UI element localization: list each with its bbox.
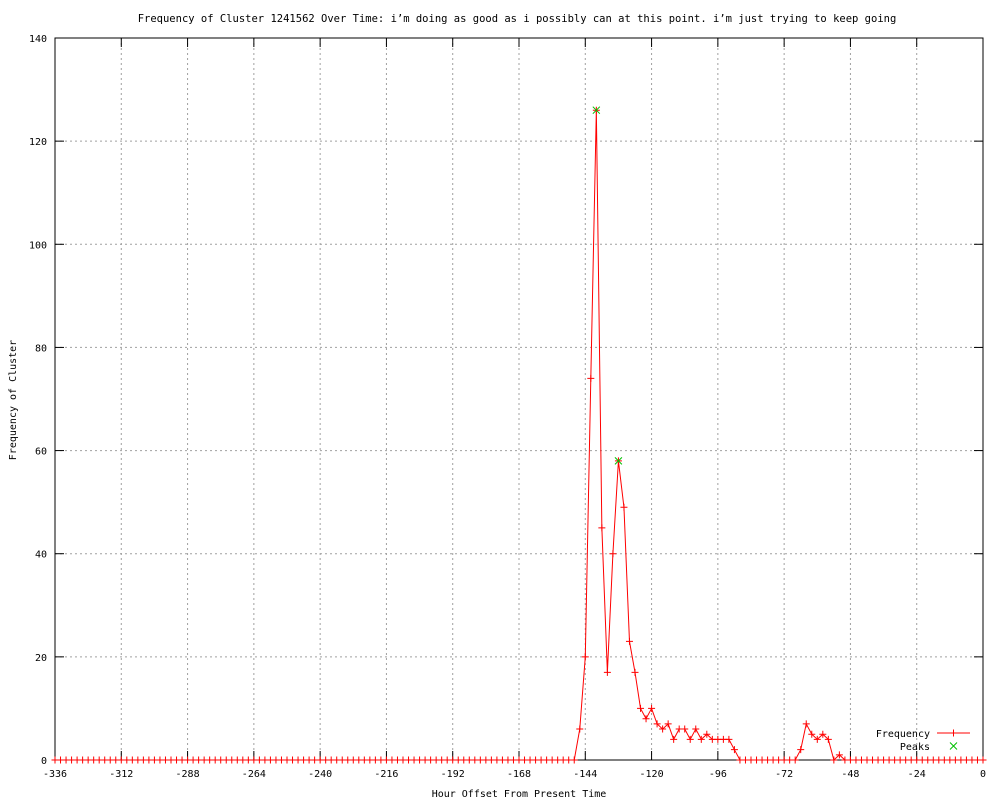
x-tick-label: -24 <box>908 769 926 780</box>
frequency-point <box>670 735 678 743</box>
series-layer <box>51 106 987 764</box>
frequency-point <box>703 730 711 738</box>
frequency-point <box>824 735 832 743</box>
legend-marker-frequency <box>950 729 957 737</box>
frequency-point <box>681 725 689 733</box>
y-tick-label: 120 <box>29 137 47 148</box>
y-tick-label: 0 <box>41 756 47 767</box>
legend-label-frequency: Frequency <box>876 729 930 740</box>
frequency-point <box>797 746 805 754</box>
frequency-point <box>659 725 667 733</box>
x-tick-label: -168 <box>507 769 531 780</box>
frequency-point <box>686 735 694 743</box>
x-tick-label: -144 <box>573 769 597 780</box>
peak-point <box>614 457 623 465</box>
y-tick-label: 40 <box>35 550 47 561</box>
y-tick-labels: 0 20 40 60 80 100 120 140 <box>29 34 47 767</box>
frequency-point <box>664 720 672 728</box>
grid <box>55 38 983 760</box>
frequency-point <box>653 720 661 728</box>
x-tick-label: -192 <box>441 769 465 780</box>
x-tick-label: -120 <box>640 769 664 780</box>
x-tick-label: -336 <box>43 769 67 780</box>
x-tick-label: -72 <box>775 769 793 780</box>
x-tick-label: -312 <box>109 769 133 780</box>
frequency-line <box>55 110 983 761</box>
x-tick-label: -48 <box>841 769 859 780</box>
frequency-point <box>791 756 799 764</box>
frequency-point <box>830 756 838 764</box>
frequency-point <box>808 730 816 738</box>
frequency-point <box>819 730 827 738</box>
frequency-point <box>609 550 617 558</box>
frequency-point <box>697 735 705 743</box>
frequency-point <box>581 653 589 661</box>
legend-marker-peaks <box>949 742 958 750</box>
frequency-point <box>802 720 810 728</box>
x-tick-label: -96 <box>709 769 727 780</box>
frequency-point <box>576 725 584 733</box>
frequency-point <box>620 503 628 511</box>
frequency-point <box>692 725 700 733</box>
x-tick-label: -240 <box>308 769 332 780</box>
frequency-point <box>631 668 639 676</box>
x-tick-label: -264 <box>242 769 266 780</box>
y-tick-label: 20 <box>35 653 47 664</box>
y-tick-label: 100 <box>29 240 47 251</box>
frequency-point <box>598 524 606 532</box>
x-tick-label: -288 <box>176 769 200 780</box>
frequency-point <box>979 756 987 764</box>
frequency-point <box>570 756 578 764</box>
frequency-point <box>835 751 843 759</box>
y-tick-label: 60 <box>35 447 47 458</box>
x-tick-labels: -336 -312 -288 -264 -240 -216 -192 -168 -144 -120… <box>43 769 986 780</box>
x-tick-label: -216 <box>374 769 398 780</box>
frequency-point <box>637 704 645 712</box>
legend-label-peaks: Peaks <box>900 742 930 753</box>
peak-point <box>592 106 601 115</box>
frequency-point <box>725 735 733 743</box>
x-tick-label: 0 <box>980 769 986 780</box>
frequency-point <box>587 374 595 382</box>
frequency-point <box>648 704 656 712</box>
x-axis-label: Hour Offset From Present Time <box>432 789 607 800</box>
frequency-point <box>813 735 821 743</box>
frequency-point <box>603 668 611 676</box>
frequency-point <box>642 715 650 723</box>
frequency-point <box>730 746 738 754</box>
legend: Frequency Peaks <box>876 729 970 753</box>
chart-title: Frequency of Cluster 1241562 Over Time: … <box>138 13 897 25</box>
y-axis-label: Frequency of Cluster <box>8 340 19 460</box>
y-tick-label: 140 <box>29 34 47 45</box>
frequency-point <box>625 637 633 645</box>
y-tick-label: 80 <box>35 343 47 354</box>
